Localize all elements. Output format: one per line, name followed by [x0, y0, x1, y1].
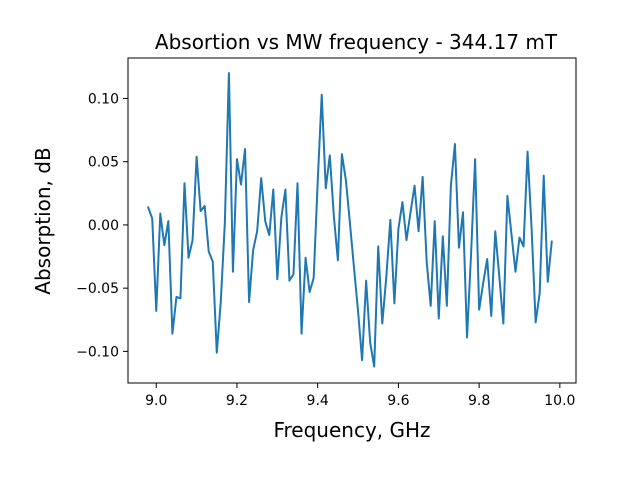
y-tick-label: −0.05 — [76, 281, 119, 297]
y-tick-label: 0.00 — [88, 218, 119, 234]
x-axis: 9.0 9.2 9.4 9.6 9.8 10.0 — [145, 383, 575, 409]
y-tick-label: 0.10 — [88, 91, 119, 107]
plot-area: 9.0 9.2 9.4 9.6 9.8 10.0 −0.10 −0.05 0.00 0.05 0.… — [76, 57, 577, 409]
x-tick-label: 9.0 — [145, 393, 167, 409]
x-tick-label: 9.2 — [226, 393, 248, 409]
x-tick-label: 10.0 — [544, 393, 575, 409]
x-tick-label: 9.4 — [307, 393, 329, 409]
series-line — [147, 72, 553, 368]
x-tick-label: 9.6 — [387, 393, 409, 409]
chart-title: Absortion vs MW frequency - 344.17 mT — [155, 30, 558, 54]
y-axis-label: Absorption, dB — [31, 147, 55, 294]
y-tick-label: 0.05 — [88, 155, 119, 171]
axes-frame — [127, 57, 577, 384]
y-tick-label: −0.10 — [76, 344, 119, 360]
y-axis: −0.10 −0.05 0.00 0.05 0.10 — [76, 91, 128, 360]
x-axis-label: Frequency, GHz — [273, 418, 430, 442]
series-group — [147, 72, 553, 368]
x-tick-label: 9.8 — [468, 393, 490, 409]
